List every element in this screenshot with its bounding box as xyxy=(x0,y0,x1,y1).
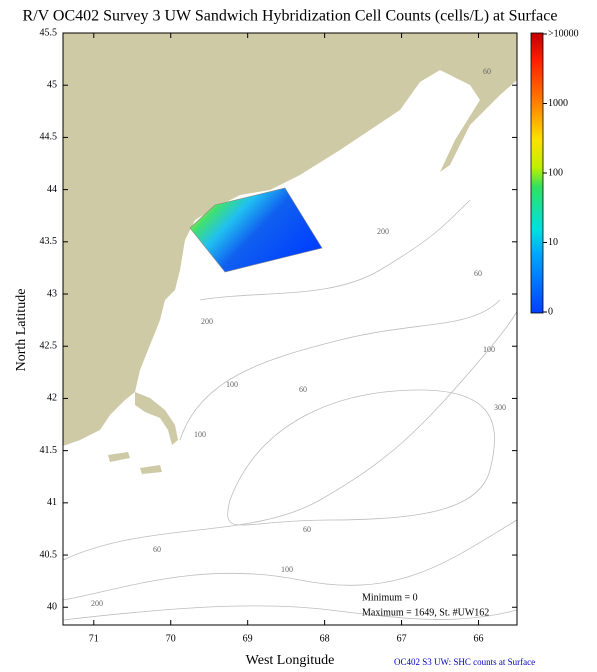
y-tick-label: 42.5 xyxy=(40,341,58,352)
contour-label: 60 xyxy=(303,525,311,534)
footer: OC402 S3 UW: SHC counts at Surface xyxy=(394,657,535,667)
y-tick-label: 42 xyxy=(47,393,57,404)
y-tick-label: 40 xyxy=(47,602,57,613)
y-tick-label: 41 xyxy=(47,497,57,508)
colorbar xyxy=(530,32,544,314)
contour-label: 200 xyxy=(201,317,213,326)
colorbar-tick-label: 10 xyxy=(548,237,558,248)
y-tick-label: 45 xyxy=(47,80,57,91)
annotation: Maximum = 1649, St. #UW162 xyxy=(362,607,489,618)
y-axis-label: North Latitude xyxy=(14,289,29,372)
contour-label: 100 xyxy=(483,345,495,354)
y-tick-label: 41.5 xyxy=(40,445,58,456)
contour-label: 60 xyxy=(153,545,161,554)
contour-label: 60 xyxy=(483,67,491,76)
y-tick-label: 40.5 xyxy=(40,549,58,560)
contour-label: 200 xyxy=(377,227,389,236)
x-tick-label: 68 xyxy=(320,633,330,644)
y-tick-label: 44 xyxy=(47,184,57,195)
colorbar-tick-label: 1000 xyxy=(548,98,568,109)
contour-label: 100 xyxy=(281,565,293,574)
annotation: Minimum = 0 xyxy=(362,592,418,603)
x-tick-label: 67 xyxy=(397,633,407,644)
contour-label: 300 xyxy=(494,403,506,412)
x-tick-label: 69 xyxy=(243,633,253,644)
contour-label: 60 xyxy=(474,269,482,278)
contour-label: 200 xyxy=(91,599,103,608)
y-tick-label: 43.5 xyxy=(40,236,58,247)
x-tick-label: 71 xyxy=(89,633,99,644)
x-tick-label: 66 xyxy=(474,633,484,644)
y-tick-label: 43 xyxy=(47,288,57,299)
contour-label: 100 xyxy=(194,430,206,439)
colorbar-tick-label: 0 xyxy=(548,306,553,317)
x-axis-label: West Longitude xyxy=(246,653,335,668)
chart-title: R/V OC402 Survey 3 UW Sandwich Hybridiza… xyxy=(23,8,558,25)
plot-frame xyxy=(62,32,518,626)
map-area xyxy=(63,33,517,625)
colorbar-tick-label: 100 xyxy=(548,167,563,178)
y-tick-label: 44.5 xyxy=(40,132,58,143)
x-tick-label: 70 xyxy=(166,633,176,644)
contour-label: 100 xyxy=(226,380,238,389)
colorbar-tick-label: >10000 xyxy=(548,28,579,39)
y-tick-label: 45.5 xyxy=(40,27,58,38)
contour-label: 60 xyxy=(299,385,307,394)
